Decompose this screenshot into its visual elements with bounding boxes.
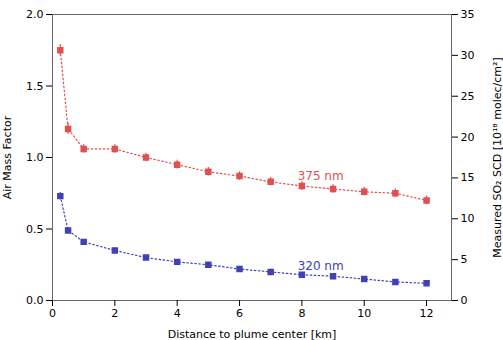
svg-text:4: 4 xyxy=(174,307,181,320)
svg-text:0: 0 xyxy=(461,294,468,307)
svg-text:0.0: 0.0 xyxy=(26,294,44,307)
svg-text:30: 30 xyxy=(461,49,475,62)
svg-text:25: 25 xyxy=(461,90,475,103)
svg-text:5: 5 xyxy=(461,253,468,266)
svg-text:320 nm: 320 nm xyxy=(298,259,344,273)
svg-text:Air Mass Factor: Air Mass Factor xyxy=(1,115,14,199)
svg-text:0: 0 xyxy=(49,307,56,320)
svg-text:Measured SO₂ SCD [10¹⁸ molec/c: Measured SO₂ SCD [10¹⁸ molec/cm²] xyxy=(491,57,503,258)
svg-text:12: 12 xyxy=(420,307,434,320)
svg-text:8: 8 xyxy=(298,307,305,320)
svg-text:1.5: 1.5 xyxy=(26,80,44,93)
svg-text:10: 10 xyxy=(461,212,475,225)
svg-text:0.5: 0.5 xyxy=(26,223,44,236)
svg-text:6: 6 xyxy=(236,307,243,320)
svg-text:35: 35 xyxy=(461,8,475,21)
svg-text:2: 2 xyxy=(111,307,118,320)
svg-text:20: 20 xyxy=(461,131,475,144)
svg-text:Distance to plume center [km]: Distance to plume center [km] xyxy=(168,328,337,340)
svg-text:1.0: 1.0 xyxy=(26,151,44,164)
svg-text:10: 10 xyxy=(357,307,371,320)
svg-text:375 nm: 375 nm xyxy=(298,169,344,183)
svg-text:2.0: 2.0 xyxy=(26,8,44,21)
svg-text:15: 15 xyxy=(461,171,475,184)
